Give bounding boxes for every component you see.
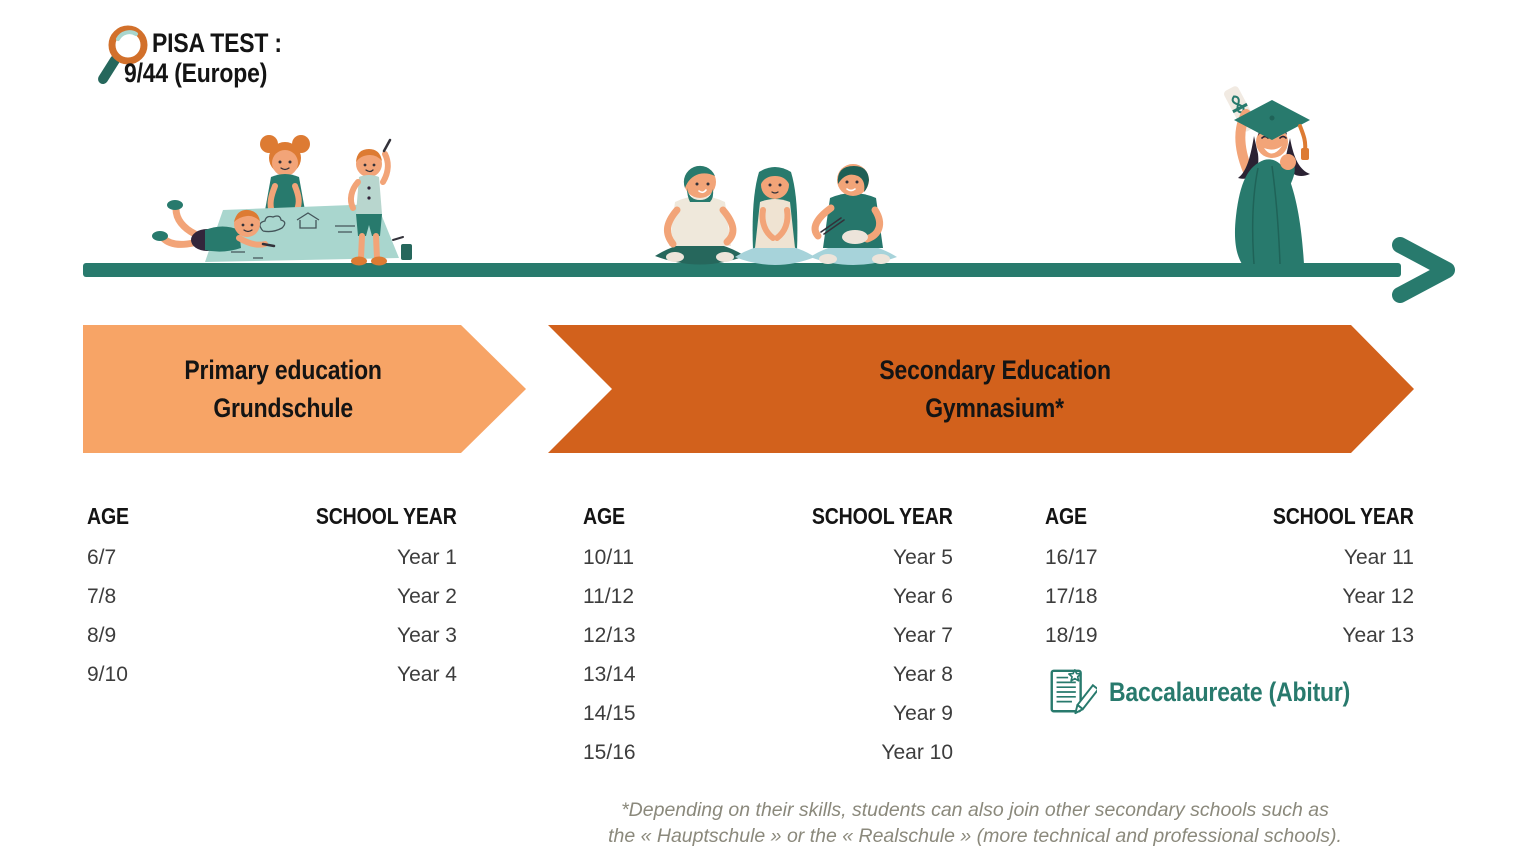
table-header: AGE SCHOOL YEAR bbox=[1045, 500, 1414, 532]
year-cell: Year 4 bbox=[397, 662, 457, 686]
year-cell: Year 5 bbox=[893, 545, 953, 569]
primary-banner-title: Primary education bbox=[184, 355, 382, 385]
secondary-banner-title: Secondary Education bbox=[879, 355, 1111, 385]
age-cell: 6/7 bbox=[87, 545, 117, 569]
primary-banner bbox=[83, 325, 526, 453]
primary-banner-subtitle: Grundschule bbox=[213, 393, 353, 423]
footnote-line-1: *Depending on their skills, students can… bbox=[621, 799, 1329, 821]
school-year-column-header: SCHOOL YEAR bbox=[316, 502, 457, 529]
age-cell: 16/17 bbox=[1045, 545, 1098, 569]
table-row: 15/16 Year 10 bbox=[583, 733, 953, 772]
pisa-score: 9/44 (Europe) bbox=[124, 58, 268, 88]
footnote-line-2: the « Hauptschule » or the « Realschule … bbox=[608, 825, 1342, 847]
table-header: AGE SCHOOL YEAR bbox=[583, 500, 953, 532]
table-row: 10/11 Year 5 bbox=[583, 538, 953, 577]
table-row: 6/7 Year 1 bbox=[87, 538, 457, 577]
age-cell: 12/13 bbox=[583, 623, 636, 647]
year-cell: Year 6 bbox=[893, 584, 953, 608]
pisa-label: PISA TEST : bbox=[152, 28, 282, 58]
timeline-bar bbox=[83, 263, 1401, 277]
age-cell: 10/11 bbox=[583, 545, 634, 569]
secondary-banner-subtitle: Gymnasium* bbox=[925, 393, 1065, 423]
year-cell: Year 8 bbox=[893, 662, 953, 686]
year-cell: Year 13 bbox=[1342, 623, 1414, 647]
age-cell: 17/18 bbox=[1045, 584, 1098, 608]
table-row: 9/10 Year 4 bbox=[87, 655, 457, 694]
table-row: 17/18 Year 12 bbox=[1045, 577, 1414, 616]
baccalaureate: Baccalaureate (Abitur) bbox=[1045, 665, 1414, 719]
magnifier-icon bbox=[98, 25, 148, 84]
age-cell: 18/19 bbox=[1045, 623, 1098, 647]
table-header: AGE SCHOOL YEAR bbox=[87, 500, 457, 532]
secondary-banner-text: Secondary Education Gymnasium* bbox=[576, 325, 1414, 453]
year-cell: Year 10 bbox=[881, 740, 953, 764]
age-column-header: AGE bbox=[87, 502, 129, 529]
age-cell: 7/8 bbox=[87, 584, 117, 608]
table-row: 14/15 Year 9 bbox=[583, 694, 953, 733]
age-column-header: AGE bbox=[1045, 502, 1087, 529]
age-column-header: AGE bbox=[583, 502, 625, 529]
table-row: 8/9 Year 3 bbox=[87, 616, 457, 655]
year-cell: Year 11 bbox=[1343, 545, 1414, 569]
graduate-celebrating-illustration bbox=[1224, 86, 1310, 265]
children-drawing-illustration bbox=[152, 135, 412, 266]
year-cell: Year 9 bbox=[893, 701, 953, 725]
school-year-column-header: SCHOOL YEAR bbox=[812, 502, 953, 529]
age-table-secondary: AGE SCHOOL YEAR 10/11 Year 5 11/12 Year … bbox=[583, 500, 953, 772]
age-table-primary: AGE SCHOOL YEAR 6/7 Year 1 7/8 Year 2 8/… bbox=[87, 500, 457, 694]
age-cell: 9/10 bbox=[87, 662, 128, 686]
table-row: 18/19 Year 13 bbox=[1045, 616, 1414, 655]
school-year-column-header: SCHOOL YEAR bbox=[1273, 502, 1414, 529]
baccalaureate-label: Baccalaureate (Abitur) bbox=[1109, 676, 1351, 707]
diploma-document-icon bbox=[1050, 669, 1097, 715]
secondary-banner bbox=[548, 325, 1414, 453]
age-cell: 8/9 bbox=[87, 623, 117, 647]
table-row: 12/13 Year 7 bbox=[583, 616, 953, 655]
year-cell: Year 1 bbox=[397, 545, 457, 569]
year-cell: Year 3 bbox=[397, 623, 457, 647]
year-cell: Year 12 bbox=[1342, 584, 1414, 608]
table-row: 11/12 Year 6 bbox=[583, 577, 953, 616]
age-cell: 15/16 bbox=[583, 740, 636, 764]
table-row: 7/8 Year 2 bbox=[87, 577, 457, 616]
teenagers-sitting-illustration bbox=[655, 164, 897, 265]
age-table-upper-secondary: AGE SCHOOL YEAR 16/17 Year 11 17/18 Year… bbox=[1045, 500, 1414, 719]
year-cell: Year 7 bbox=[893, 623, 953, 647]
age-cell: 13/14 bbox=[583, 662, 636, 686]
primary-banner-text: Primary education Grundschule bbox=[83, 325, 483, 453]
table-row: 13/14 Year 8 bbox=[583, 655, 953, 694]
footnote: *Depending on their skills, students can… bbox=[465, 797, 1485, 849]
arrow-right-icon bbox=[1392, 237, 1455, 303]
table-row: 16/17 Year 11 bbox=[1045, 538, 1414, 577]
year-cell: Year 2 bbox=[397, 584, 457, 608]
age-cell: 14/15 bbox=[583, 701, 636, 725]
age-cell: 11/12 bbox=[583, 584, 634, 608]
